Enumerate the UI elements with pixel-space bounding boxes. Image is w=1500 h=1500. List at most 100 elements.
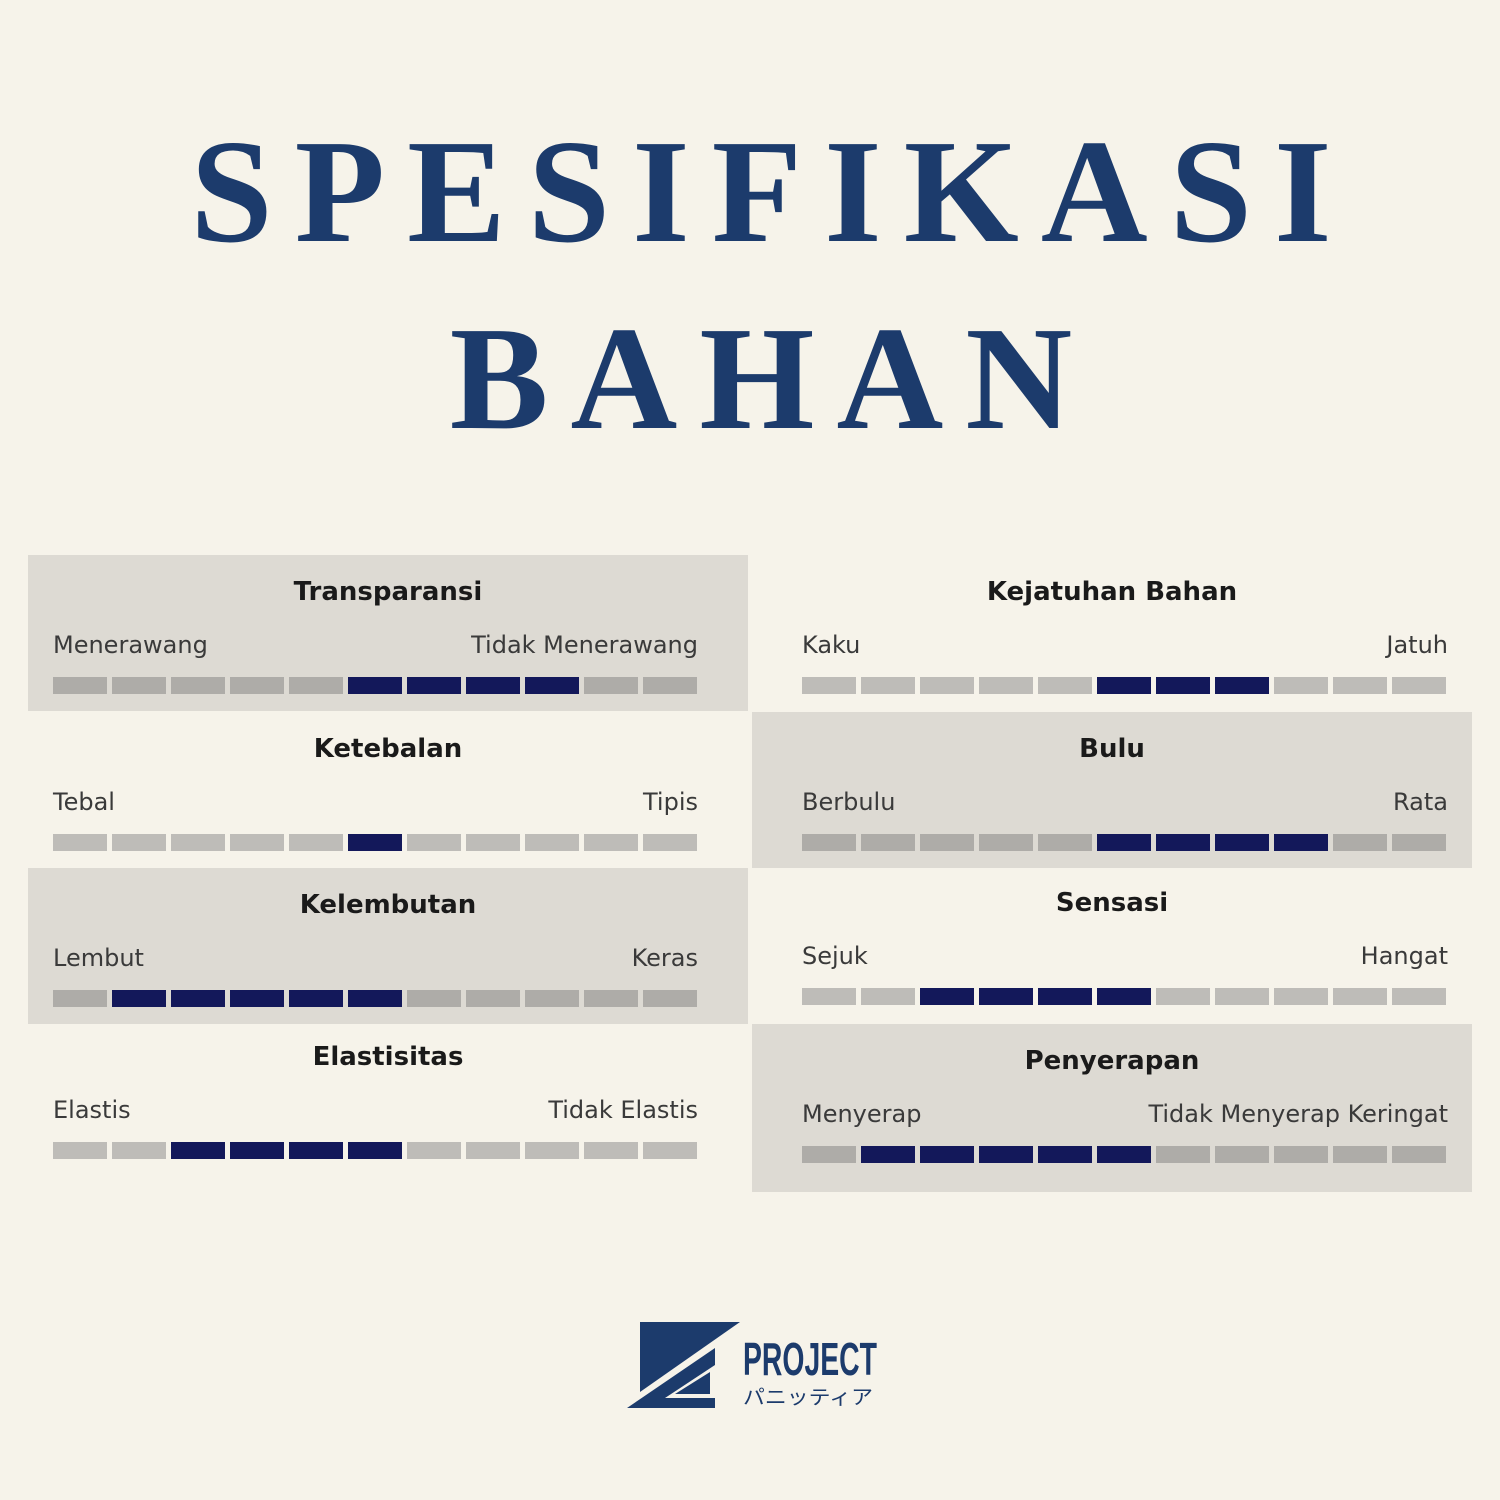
scale-segment-empty <box>802 677 856 694</box>
scale-segment-empty <box>643 834 697 851</box>
spec-title: Ketebalan <box>313 734 463 764</box>
scale-segment-filled <box>920 1146 974 1163</box>
scale-segment-empty <box>407 1142 461 1159</box>
scale-segment-empty <box>53 990 107 1007</box>
scale-segment-empty <box>1156 988 1210 1005</box>
scale-segment-empty <box>407 834 461 851</box>
scale-segment-filled <box>1097 1146 1151 1163</box>
scale-segment-empty <box>466 1142 520 1159</box>
project-logo: PROJECT パニッティア <box>627 1322 877 1409</box>
scale-segment-filled <box>348 834 402 851</box>
scale-segment-filled <box>1097 677 1151 694</box>
scale-segment-filled <box>407 677 461 694</box>
scale-segment-empty <box>466 834 520 851</box>
scale-segment-filled <box>1097 834 1151 851</box>
scale-segment-filled <box>861 1146 915 1163</box>
scale-segment-empty <box>1274 988 1328 1005</box>
scale-segment-empty <box>1333 677 1387 694</box>
scale-segment-empty <box>1333 988 1387 1005</box>
scale-segment-empty <box>584 990 638 1007</box>
spec-right-label: Jatuh <box>1386 631 1448 659</box>
spec-title: Sensasi <box>1055 888 1169 918</box>
scale-segment-empty <box>861 834 915 851</box>
scale-segment-filled <box>920 988 974 1005</box>
spec-scale-bar <box>802 834 1446 851</box>
spec-left-label: Berbulu <box>802 788 896 816</box>
spec-scale-bar <box>53 990 697 1007</box>
scale-segment-empty <box>230 834 284 851</box>
scale-segment-filled <box>525 677 579 694</box>
spec-right-label: Tidak Menyerap Keringat <box>1148 1100 1448 1128</box>
spec-scale-bar <box>802 988 1446 1005</box>
scale-segment-empty <box>643 1142 697 1159</box>
scale-segment-empty <box>289 834 343 851</box>
scale-segment-empty <box>1038 834 1092 851</box>
spec-right-label: Tidak Menerawang <box>471 631 698 659</box>
scale-segment-empty <box>920 677 974 694</box>
scale-segment-empty <box>1274 1146 1328 1163</box>
scale-segment-filled <box>230 1142 284 1159</box>
spec-scale-bar <box>53 677 697 694</box>
spec-right-label: Keras <box>631 944 698 972</box>
scale-segment-filled <box>979 1146 1033 1163</box>
scale-segment-empty <box>861 677 915 694</box>
scale-segment-empty <box>861 988 915 1005</box>
scale-segment-empty <box>53 677 107 694</box>
scale-segment-empty <box>1392 1146 1446 1163</box>
scale-segment-empty <box>407 990 461 1007</box>
spec-title: Kelembutan <box>299 890 477 920</box>
scale-segment-empty <box>53 1142 107 1159</box>
spec-title: Kejatuhan Bahan <box>986 577 1238 607</box>
spec-left-label: Lembut <box>53 944 144 972</box>
scale-segment-filled <box>289 1142 343 1159</box>
spec-left-label: Elastis <box>53 1096 131 1124</box>
spec-transparansi: Transparansi Menerawang Tidak Menerawang <box>28 555 748 711</box>
scale-segment-empty <box>584 834 638 851</box>
scale-segment-empty <box>1333 1146 1387 1163</box>
scale-segment-empty <box>112 1142 166 1159</box>
scale-segment-empty <box>979 677 1033 694</box>
spec-scale-bar <box>802 1146 1446 1163</box>
scale-segment-filled <box>1215 677 1269 694</box>
scale-segment-empty <box>1392 988 1446 1005</box>
spec-left-label: Sejuk <box>802 942 868 970</box>
scale-segment-empty <box>1333 834 1387 851</box>
scale-segment-empty <box>1392 677 1446 694</box>
scale-segment-empty <box>643 677 697 694</box>
scale-segment-empty <box>53 834 107 851</box>
scale-segment-empty <box>112 834 166 851</box>
scale-segment-empty <box>1156 1146 1210 1163</box>
scale-segment-empty <box>584 1142 638 1159</box>
scale-segment-empty <box>1392 834 1446 851</box>
spec-kelembutan: Kelembutan Lembut Keras <box>28 868 748 1024</box>
spec-scale-bar <box>53 834 697 851</box>
spec-ketebalan: Ketebalan Tebal Tipis <box>28 712 748 868</box>
scale-segment-empty <box>1215 988 1269 1005</box>
page-title-line2: BAHAN <box>449 297 1095 461</box>
spec-penyerapan: Penyerapan Menyerap Tidak Menyerap Kerin… <box>752 1024 1472 1192</box>
scale-segment-empty <box>230 677 284 694</box>
spec-left-label: Tebal <box>53 788 115 816</box>
spec-bulu: Bulu Berbulu Rata <box>752 712 1472 868</box>
scale-segment-empty <box>171 677 225 694</box>
scale-segment-empty <box>525 834 579 851</box>
scale-segment-filled <box>466 677 520 694</box>
scale-segment-filled <box>171 990 225 1007</box>
spec-elastisitas: Elastisitas Elastis Tidak Elastis <box>28 1020 748 1176</box>
spec-title: Bulu <box>1079 734 1145 764</box>
scale-segment-filled <box>230 990 284 1007</box>
scale-segment-empty <box>979 834 1033 851</box>
scale-segment-filled <box>171 1142 225 1159</box>
spec-right-label: Tipis <box>643 788 698 816</box>
scale-segment-filled <box>1097 988 1151 1005</box>
scale-segment-filled <box>1274 834 1328 851</box>
spec-kejatuhan-bahan: Kejatuhan Bahan Kaku Jatuh <box>752 555 1472 711</box>
scale-segment-empty <box>289 677 343 694</box>
spec-scale-bar <box>53 1142 697 1159</box>
spec-right-label: Tidak Elastis <box>548 1096 698 1124</box>
scale-segment-filled <box>112 990 166 1007</box>
spec-right-label: Hangat <box>1360 942 1448 970</box>
scale-segment-empty <box>643 990 697 1007</box>
scale-segment-filled <box>348 1142 402 1159</box>
spec-right-label: Rata <box>1393 788 1448 816</box>
